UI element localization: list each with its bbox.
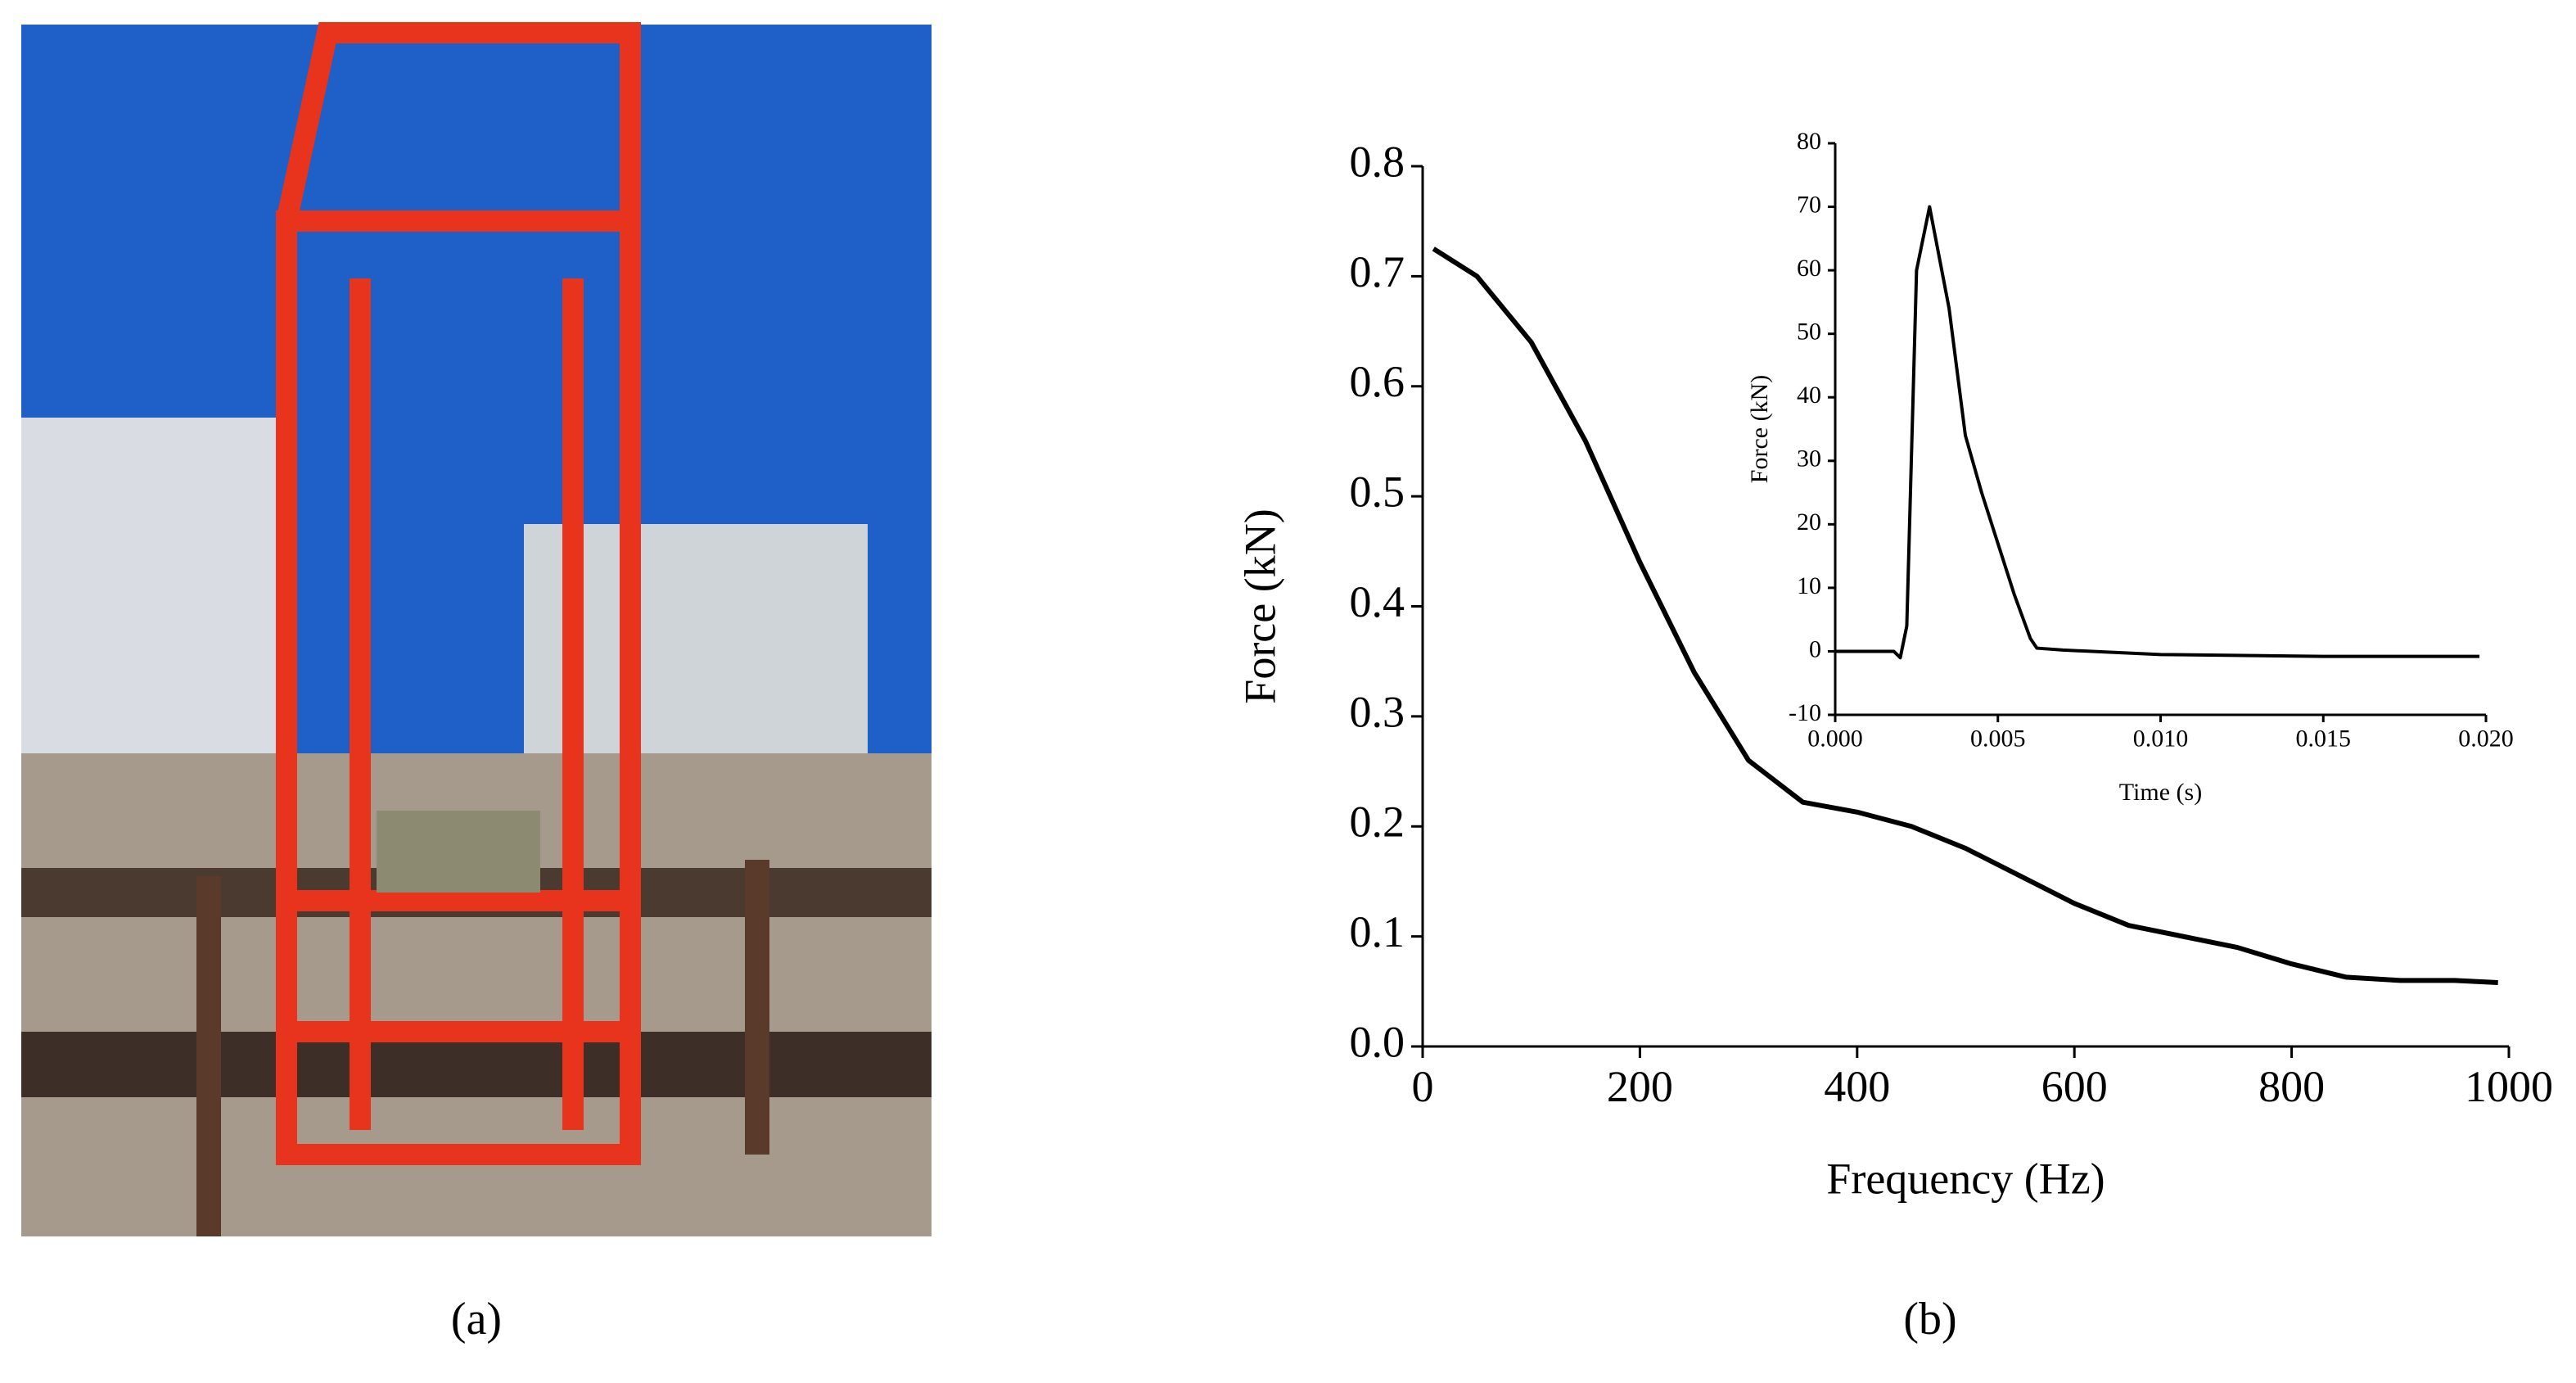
x-tick-label: 600 bbox=[2041, 1062, 2108, 1111]
frame bbox=[276, 22, 641, 1165]
panel-label: (a) bbox=[451, 1294, 502, 1345]
y-tick-label: -10 bbox=[1789, 699, 1821, 726]
y-tick-label: 0.2 bbox=[1350, 798, 1405, 847]
y-tick-label: 0.5 bbox=[1350, 468, 1405, 517]
x-tick-label: 0.015 bbox=[2296, 725, 2352, 752]
y-tick-label: 60 bbox=[1797, 255, 1821, 282]
y-tick-label: 40 bbox=[1797, 382, 1821, 409]
x-tick-label: 0.005 bbox=[1970, 725, 2026, 752]
rail bbox=[21, 1032, 932, 1097]
x-axis-title: Time (s) bbox=[2119, 779, 2202, 806]
y-tick-label: 20 bbox=[1797, 508, 1821, 536]
post bbox=[745, 860, 769, 1155]
y-axis-title: Force (kN) bbox=[1746, 375, 1773, 483]
y-tick-label: 0.6 bbox=[1350, 357, 1405, 406]
y-tick-label: 30 bbox=[1797, 445, 1821, 472]
x-tick-label: 0 bbox=[1412, 1062, 1434, 1111]
x-tick-label: 0.000 bbox=[1807, 725, 1863, 752]
x-tick-label: 0.010 bbox=[2133, 725, 2189, 752]
building bbox=[21, 418, 283, 762]
y-tick-label: 10 bbox=[1797, 572, 1821, 599]
y-tick-label: 0.0 bbox=[1350, 1017, 1405, 1066]
y-tick-label: 70 bbox=[1797, 191, 1821, 218]
y-tick-label: 0.1 bbox=[1350, 907, 1405, 956]
y-tick-label: 50 bbox=[1797, 319, 1821, 346]
y-tick-label: 0.3 bbox=[1350, 687, 1405, 736]
photo bbox=[21, 22, 932, 1236]
y-tick-label: 0.7 bbox=[1350, 247, 1405, 296]
y-axis-title: Force (kN) bbox=[1235, 508, 1284, 703]
data-line bbox=[1835, 205, 2480, 660]
x-tick-label: 1000 bbox=[2465, 1062, 2553, 1111]
drop-weight bbox=[377, 811, 540, 893]
post bbox=[196, 876, 221, 1236]
x-axis-title: Frequency (Hz) bbox=[1826, 1154, 2105, 1203]
y-tick-label: 0 bbox=[1809, 635, 1821, 662]
y-tick-label: 0.8 bbox=[1350, 137, 1405, 186]
x-tick-label: 800 bbox=[2258, 1062, 2325, 1111]
y-tick-label: 0.4 bbox=[1350, 577, 1405, 626]
x-tick-label: 0.020 bbox=[2458, 725, 2514, 752]
y-tick-label: 80 bbox=[1797, 128, 1821, 155]
panel-label: (b) bbox=[1903, 1294, 1956, 1345]
data-line bbox=[1432, 246, 2498, 986]
x-tick-label: 400 bbox=[1824, 1062, 1890, 1111]
x-tick-label: 200 bbox=[1607, 1062, 1673, 1111]
